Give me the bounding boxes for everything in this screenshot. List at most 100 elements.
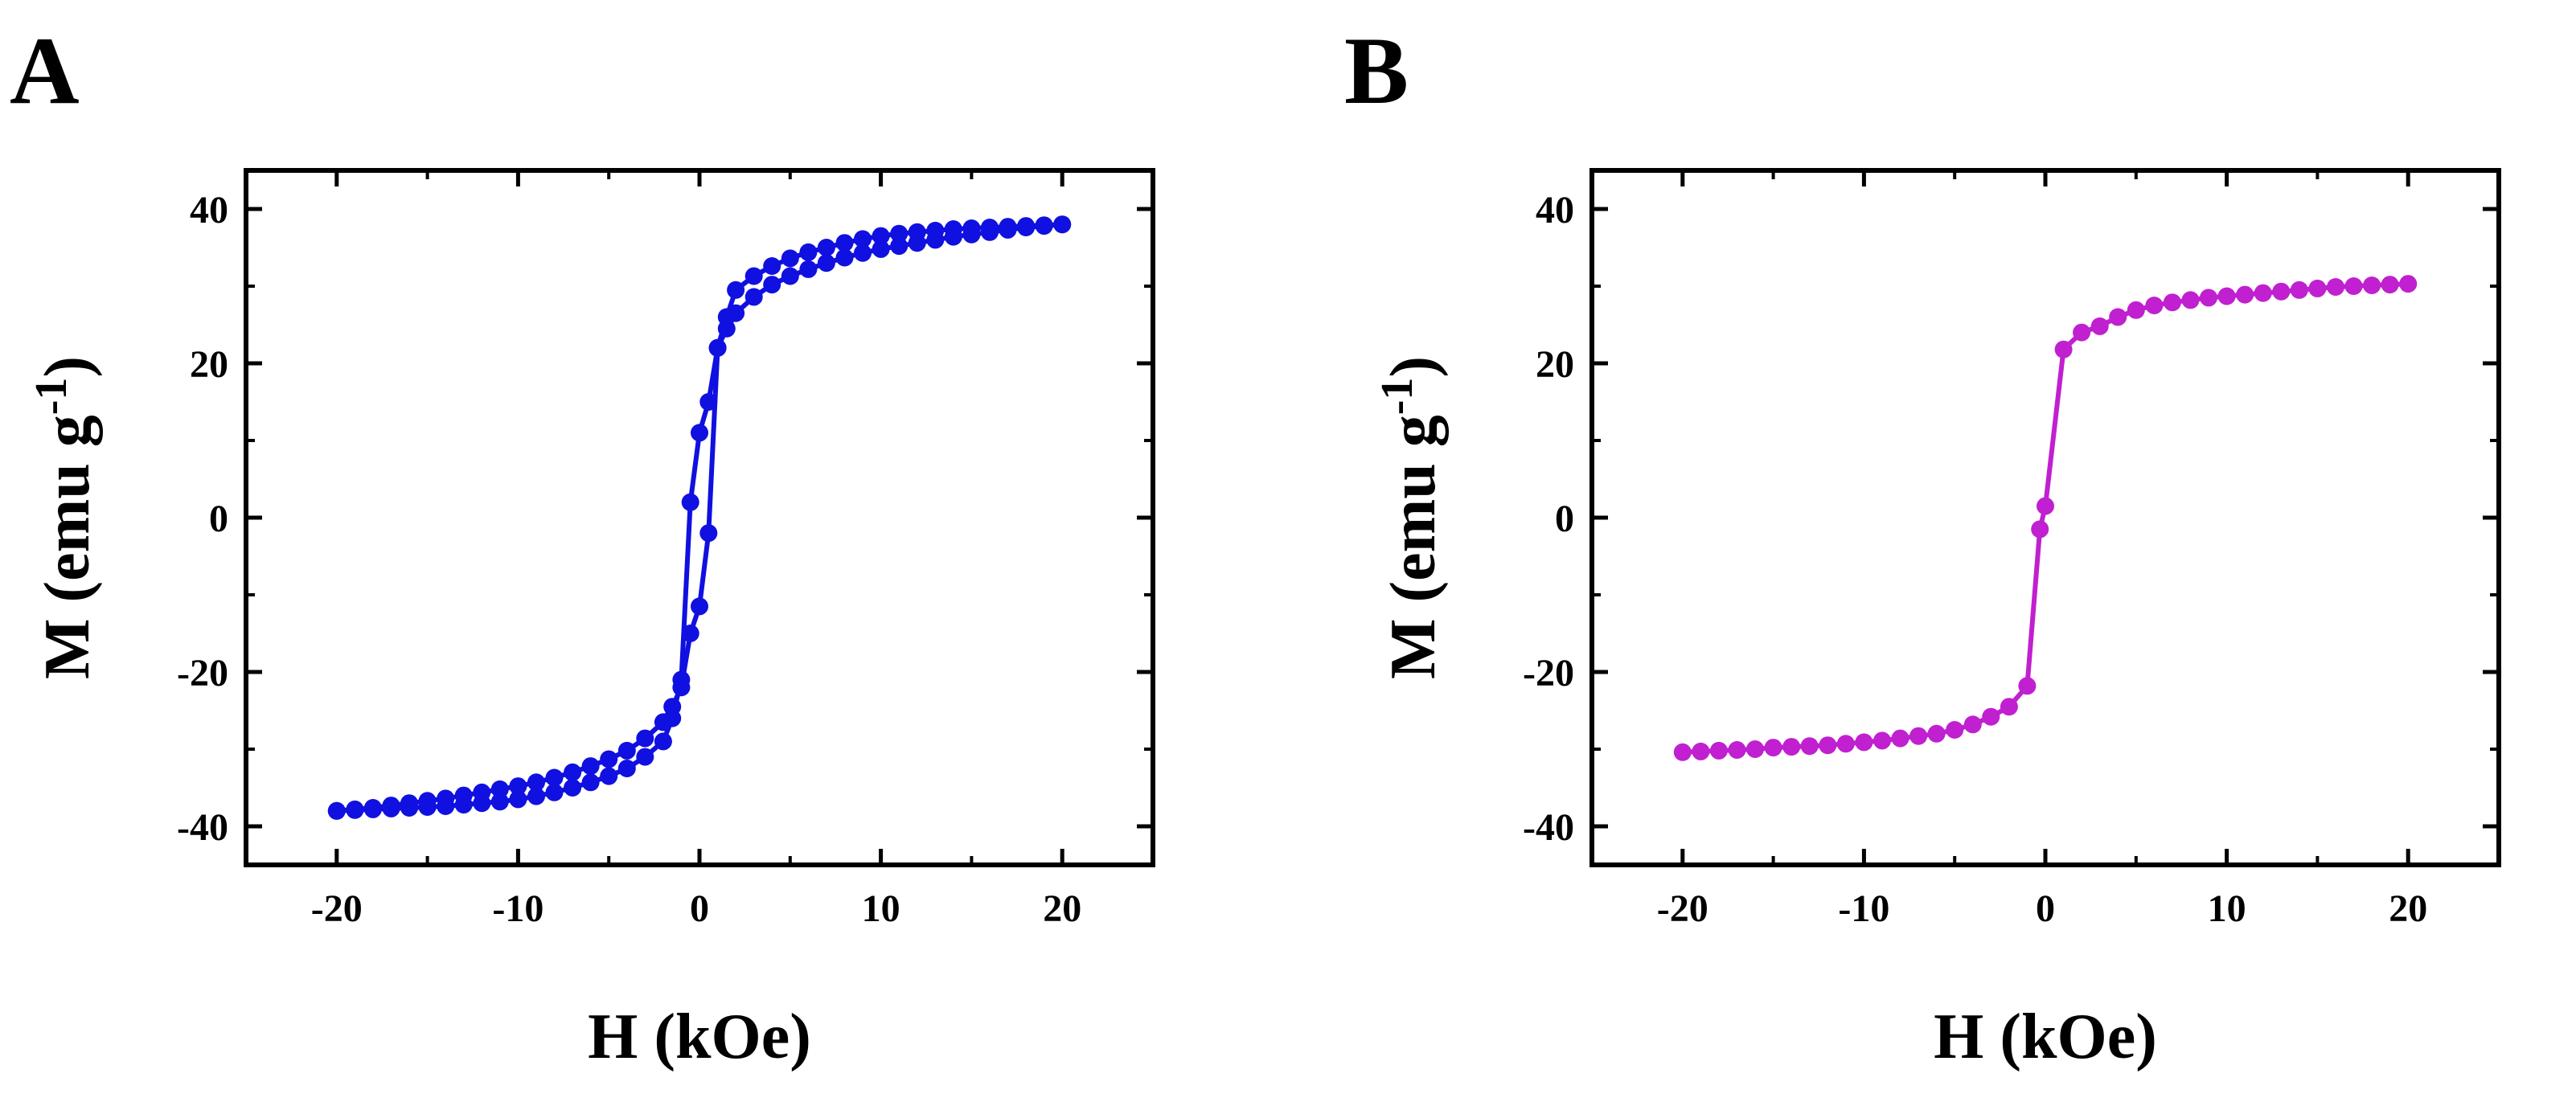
data-point: [2217, 287, 2236, 305]
data-point: [617, 741, 636, 760]
y-tick-label: -20: [177, 652, 228, 694]
data-point: [2327, 278, 2344, 296]
data-point: [636, 729, 654, 748]
data-point: [363, 799, 382, 817]
data-point: [636, 748, 654, 766]
panel-b-data: [1673, 275, 2418, 761]
data-point: [1692, 742, 1710, 760]
data-point: [509, 777, 527, 796]
panel-a-data: [327, 215, 1072, 820]
data-point: [437, 789, 455, 808]
data-point: [600, 750, 618, 768]
data-point: [1909, 727, 1928, 745]
x-tick-label: -10: [492, 887, 544, 930]
data-point: [681, 493, 699, 511]
y-tick-label: 20: [190, 343, 228, 386]
data-point: [781, 267, 799, 285]
panel-a-y-axis-title-sup: -1: [27, 378, 76, 416]
data-point: [2073, 323, 2091, 342]
data-point: [763, 276, 781, 294]
x-tick-label: 0: [690, 887, 709, 930]
data-point: [2399, 275, 2418, 293]
panel-b-frame: [1589, 168, 2501, 867]
data-point: [1836, 735, 1855, 753]
data-point: [527, 773, 545, 792]
data-point: [890, 224, 909, 243]
data-point: [2363, 277, 2381, 294]
x-tick-label: 20: [2389, 887, 2427, 930]
data-point: [564, 763, 582, 781]
data-point: [2254, 284, 2272, 302]
data-point: [699, 524, 718, 543]
data-point: [400, 794, 418, 813]
panel-b-y-axis-title-sup: -1: [1372, 378, 1422, 416]
y-tick-label: 40: [190, 189, 228, 231]
data-point: [817, 239, 835, 256]
data-point: [509, 790, 527, 809]
x-tick-label: -20: [1657, 887, 1708, 930]
data-point: [944, 220, 962, 238]
y-tick-label: 20: [1536, 343, 1574, 386]
data-point: [2236, 285, 2254, 304]
data-point: [2200, 289, 2217, 307]
data-point: [490, 793, 509, 811]
data-point: [744, 267, 763, 285]
data-point: [2344, 277, 2363, 295]
data-point: [817, 254, 835, 272]
data-point: [2181, 291, 2200, 309]
data-point: [835, 234, 854, 252]
data-point: [654, 732, 672, 751]
panel-b-y-axis-title-end: ): [1378, 356, 1449, 378]
data-point: [1017, 217, 1036, 236]
data-point: [763, 257, 781, 275]
y-tick-label: 0: [1555, 498, 1574, 540]
y-tick-label: -40: [1523, 806, 1574, 849]
data-point: [2308, 279, 2327, 297]
data-point: [2018, 677, 2037, 695]
data-point: [2381, 276, 2399, 294]
data-point: [382, 797, 400, 815]
data-point: [545, 768, 564, 787]
data-point: [2031, 520, 2049, 539]
data-point: [600, 767, 618, 785]
series-line-1: [336, 222, 1063, 813]
data-point: [2127, 301, 2145, 319]
data-point: [872, 240, 890, 258]
data-point: [708, 338, 727, 357]
data-point: [1819, 736, 1837, 755]
data-point: [527, 787, 545, 805]
data-point: [1764, 739, 1782, 757]
data-point: [681, 625, 699, 642]
data-point: [581, 757, 600, 776]
data-point: [418, 792, 437, 810]
data-point: [2090, 317, 2109, 335]
data-point: [2290, 281, 2308, 299]
data-point: [1873, 731, 1891, 750]
y-tick-label: 0: [209, 498, 228, 540]
data-point: [1035, 216, 1053, 235]
data-point: [727, 281, 745, 299]
data-point: [1855, 733, 1873, 752]
data-point: [926, 221, 945, 240]
data-point: [854, 230, 872, 248]
data-point: [2054, 340, 2073, 358]
data-point: [1982, 707, 2000, 726]
data-point: [490, 780, 509, 798]
series-line-2: [336, 222, 1063, 813]
data-point: [1946, 721, 1964, 739]
panel-a-y-axis-title-main: M (emu g: [32, 415, 103, 679]
data-point: [872, 227, 890, 245]
panel-a-ticks: -20 -10 0 10 20 -40 -20 0 20 40: [177, 170, 1155, 930]
panel-a-y-axis-title-end: ): [32, 356, 103, 378]
y-tick-label: 40: [1536, 189, 1574, 231]
data-point: [672, 678, 691, 697]
data-point: [2109, 308, 2127, 326]
data-point: [781, 249, 799, 268]
data-point: [717, 308, 736, 326]
panel-a-x-axis-title: H (kOe): [588, 1002, 811, 1072]
panel-a-frame: [244, 168, 1155, 867]
data-point: [744, 288, 763, 306]
data-point: [1728, 741, 1746, 759]
data-point: [581, 773, 600, 792]
x-tick-label: 10: [862, 887, 900, 930]
